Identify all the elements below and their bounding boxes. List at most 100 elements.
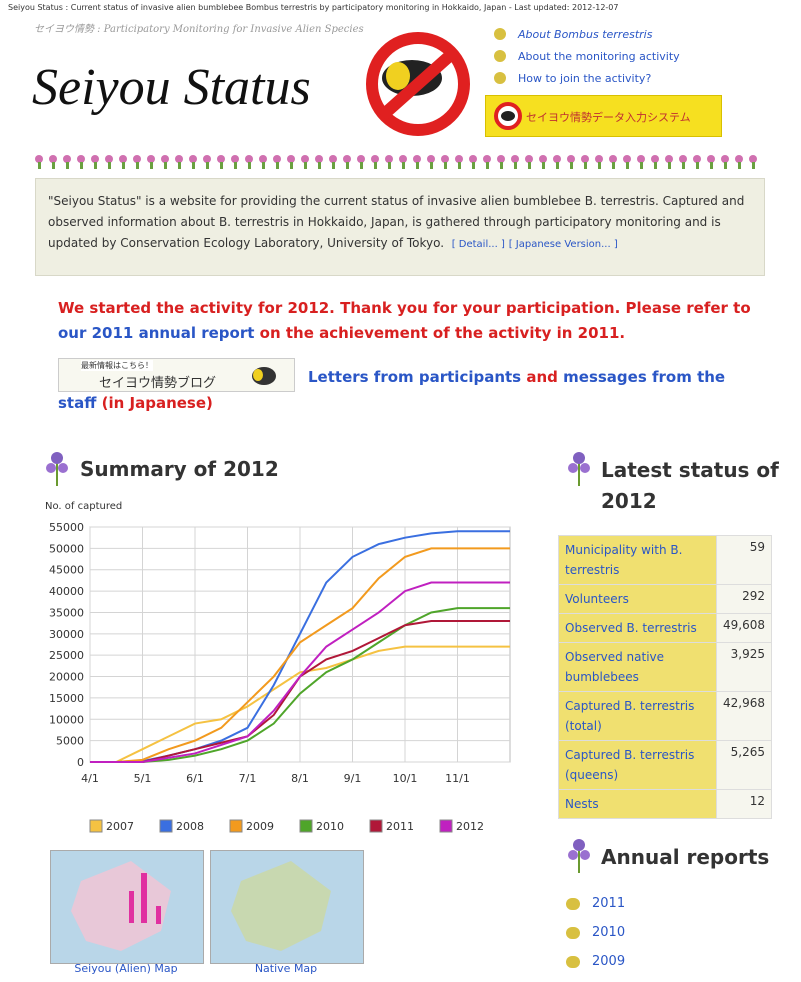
status-row: Volunteers 292: [558, 584, 772, 614]
series-line: [90, 581, 510, 763]
heading-icon: [568, 839, 590, 873]
leaf: [136, 162, 139, 169]
flower: [721, 155, 729, 163]
leaf: [276, 162, 279, 169]
status-row: Municipality with B. terrestris 59: [558, 535, 772, 585]
nav-link[interactable]: About Bombus terrestris: [518, 28, 653, 41]
status-value: 42,968: [716, 691, 772, 741]
detail-link[interactable]: [ Detail... ]: [451, 239, 505, 250]
map-caption[interactable]: Native Map: [254, 962, 318, 975]
flower: [525, 155, 533, 163]
leaf: [654, 162, 657, 169]
status-row: Captured B. terrestris (queens) 5,265: [558, 740, 772, 790]
intro-box: "Seiyou Status" is a website for providi…: [35, 178, 765, 276]
report-link[interactable]: 2009: [592, 954, 626, 969]
status-label: Volunteers: [558, 584, 717, 614]
series-line: [90, 547, 510, 763]
flower: [147, 155, 155, 163]
leaf: [108, 162, 111, 169]
flower: [511, 155, 519, 163]
alien-map[interactable]: [50, 850, 204, 964]
x-tick-label: 7/1: [239, 772, 257, 785]
intro-text: "Seiyou Status" is a website for providi…: [48, 194, 745, 250]
leaf: [472, 162, 475, 169]
legend-swatch: [159, 819, 173, 833]
status-row: Nests 12: [558, 789, 772, 819]
flower: [329, 155, 337, 163]
y-tick-label: 0: [77, 756, 84, 769]
nav-link[interactable]: How to join the activity?: [518, 72, 652, 85]
no-bee-icon: [366, 32, 470, 136]
flower: [637, 155, 645, 163]
flower: [707, 155, 715, 163]
leaf: [584, 162, 587, 169]
y-tick-label: 20000: [49, 671, 84, 684]
flower: [385, 155, 393, 163]
letters-link[interactable]: Letters from participants: [308, 368, 522, 386]
y-tick-label: 30000: [49, 628, 84, 641]
status-row: Observed native bumblebees 3,925: [558, 642, 772, 692]
leaf: [150, 162, 153, 169]
y-tick-label: 25000: [49, 649, 84, 662]
status-value: 49,608: [716, 613, 772, 643]
flower-strip: [35, 155, 757, 169]
flower: [77, 155, 85, 163]
leaf: [388, 162, 391, 169]
flower: [539, 155, 547, 163]
letters-text: (in Japanese): [101, 394, 213, 412]
y-tick-label: 5000: [56, 735, 84, 748]
status-value: 59: [716, 535, 772, 585]
x-tick-label: 11/1: [445, 772, 470, 785]
subtitle: セイヨウ情勢 : Participatory Monitoring for In…: [34, 24, 364, 35]
banner-icon: [494, 102, 522, 130]
flower: [203, 155, 211, 163]
blog-title: セイヨウ情勢ブログ: [99, 376, 217, 391]
x-tick-label: 9/1: [344, 772, 362, 785]
leaf: [710, 162, 713, 169]
leaf: [598, 162, 601, 169]
y-tick-label: 35000: [49, 606, 84, 619]
japanese-link[interactable]: [ Japanese Version... ]: [508, 239, 618, 250]
letters: Letters from participants and messages f…: [58, 364, 758, 416]
map-caption[interactable]: Seiyou (Alien) Map: [74, 962, 178, 975]
flower: [609, 155, 617, 163]
report-link[interactable]: 2010: [592, 925, 626, 940]
flower: [49, 155, 57, 163]
summary-title: Summary of 2012: [80, 457, 279, 481]
flower: [273, 155, 281, 163]
leaf: [192, 162, 195, 169]
map-shape: [71, 861, 171, 951]
leaf: [122, 162, 125, 169]
input-banner[interactable]: セイヨウ情勢データ入力システム: [485, 95, 722, 137]
leaf: [542, 162, 545, 169]
leaf: [696, 162, 699, 169]
leaf: [640, 162, 643, 169]
flower: [399, 155, 407, 163]
legend-swatch: [229, 819, 243, 833]
y-tick-label: 55000: [49, 521, 84, 534]
status-label: Captured B. terrestris (total): [558, 691, 717, 741]
status-value: 3,925: [716, 642, 772, 692]
report-link[interactable]: our 2011 annual report: [58, 324, 255, 342]
blog-banner[interactable]: 最新情報はこちら！ セイヨウ情勢ブログ: [58, 358, 295, 392]
status-table: Municipality with B. terrestris 59 Volunte…: [558, 535, 772, 819]
report-icon: [566, 898, 580, 910]
leaf: [430, 162, 433, 169]
nav-link[interactable]: About the monitoring activity: [518, 50, 680, 63]
flower: [749, 155, 757, 163]
y-axis-label: No. of captured: [45, 501, 122, 512]
flower: [161, 155, 169, 163]
flower: [581, 155, 589, 163]
flower: [217, 155, 225, 163]
flower: [91, 155, 99, 163]
messages-link[interactable]: messages from the staff: [58, 368, 726, 412]
legend-swatch: [89, 819, 103, 833]
native-map[interactable]: [210, 850, 364, 964]
status-row: Observed B. terrestris 49,608: [558, 613, 772, 643]
legend-label: 2010: [316, 820, 344, 833]
report-link[interactable]: 2011: [592, 896, 626, 911]
flower: [357, 155, 365, 163]
leaf: [486, 162, 489, 169]
leaf: [626, 162, 629, 169]
notice-text: on the achievement of the activity in 20…: [259, 324, 626, 342]
